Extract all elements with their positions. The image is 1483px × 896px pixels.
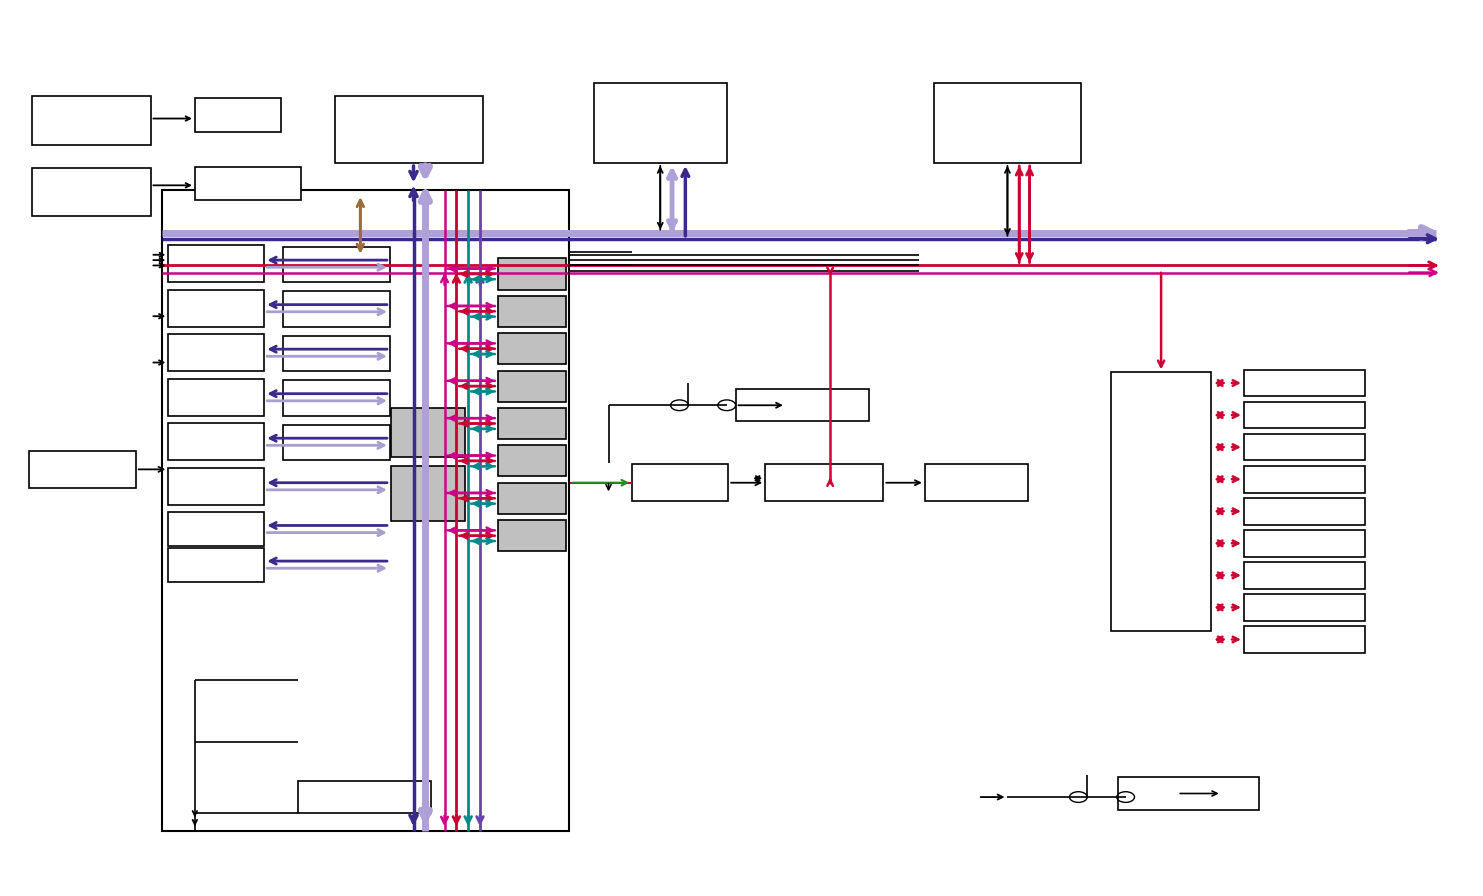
Bar [498, 333, 565, 365]
Bar [498, 408, 565, 439]
Bar [765, 464, 884, 502]
Bar [1244, 434, 1364, 461]
Bar [30, 451, 136, 488]
Bar [498, 445, 565, 477]
Bar [736, 389, 869, 421]
Bar [593, 83, 727, 163]
Bar [498, 520, 565, 551]
Bar [934, 83, 1081, 163]
Bar [194, 98, 280, 132]
Bar [168, 378, 264, 416]
Bar [283, 336, 390, 372]
Bar [392, 408, 466, 457]
Bar [33, 168, 150, 217]
Bar [168, 547, 264, 582]
Bar [498, 296, 565, 327]
Bar [1244, 530, 1364, 556]
Bar [168, 289, 264, 327]
Bar [632, 464, 728, 502]
Bar [498, 258, 565, 289]
Bar [1244, 370, 1364, 396]
Bar [498, 371, 565, 401]
Bar [1244, 562, 1364, 589]
Bar [925, 464, 1028, 502]
Bar [1244, 466, 1364, 493]
Bar [392, 466, 466, 521]
Bar [283, 380, 390, 416]
Bar [498, 483, 565, 514]
Bar [168, 334, 264, 372]
Bar [335, 96, 483, 163]
Bar [1244, 626, 1364, 653]
Bar [168, 513, 264, 546]
Bar [33, 96, 150, 145]
Bar [168, 468, 264, 505]
Bar [283, 246, 390, 282]
Bar [194, 167, 301, 201]
Bar [168, 245, 264, 282]
Bar [1244, 401, 1364, 428]
Bar [162, 190, 568, 831]
Bar [298, 781, 432, 813]
Bar [1118, 778, 1259, 809]
Bar [283, 291, 390, 327]
Bar [1111, 373, 1212, 631]
Bar [1244, 498, 1364, 524]
Bar [283, 425, 390, 461]
Bar [168, 423, 264, 461]
Bar [1244, 594, 1364, 621]
